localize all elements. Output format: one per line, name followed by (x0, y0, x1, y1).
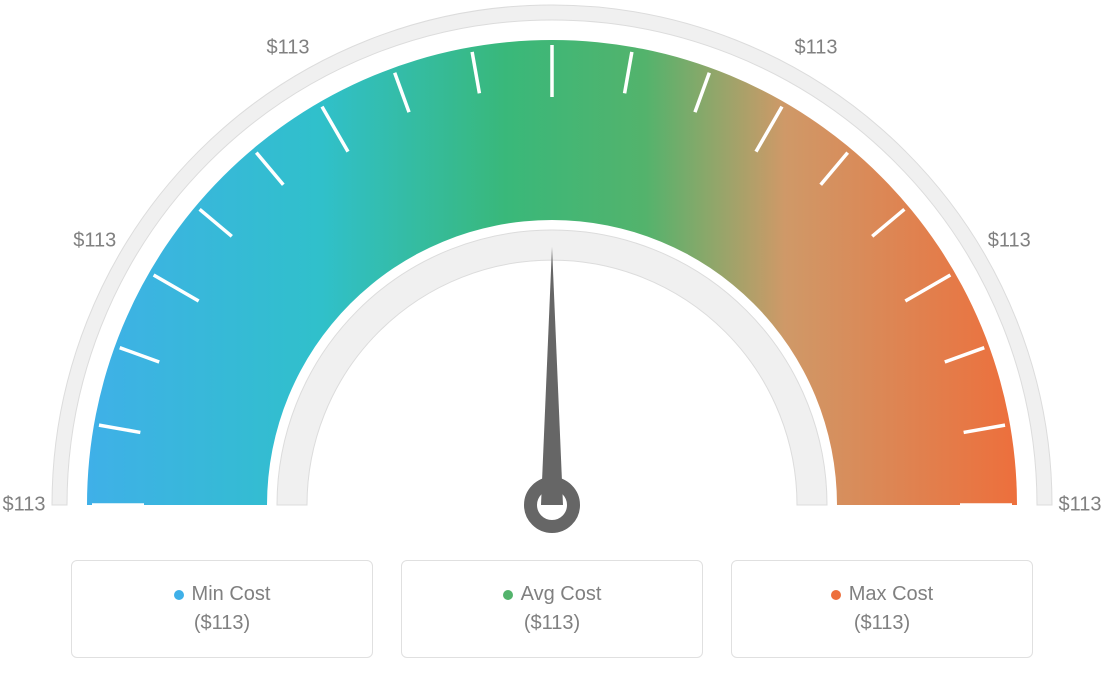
legend-value-min: ($113) (194, 612, 250, 635)
gauge-chart: $113$113$113$113$113$113$113 (0, 0, 1104, 560)
legend-card-max: Max Cost ($113) (731, 560, 1033, 658)
legend-dot-max (831, 590, 841, 600)
gauge-tick-label: $113 (794, 36, 837, 59)
gauge-tick-label: $113 (73, 230, 116, 253)
legend-dot-min (174, 590, 184, 600)
legend-value-max: ($113) (854, 612, 910, 635)
gauge-tick-label: $113 (988, 230, 1031, 253)
legend-label-max: Max Cost (831, 583, 933, 606)
legend-card-min: Min Cost ($113) (71, 560, 373, 658)
legend-label-min-text: Min Cost (192, 583, 271, 606)
gauge-tick-label: $113 (266, 36, 309, 59)
gauge-tick-label: $113 (1058, 494, 1101, 517)
legend-label-min: Min Cost (174, 583, 271, 606)
legend-label-max-text: Max Cost (849, 583, 933, 606)
legend-card-avg: Avg Cost ($113) (401, 560, 703, 658)
legend-label-avg: Avg Cost (503, 583, 602, 606)
legend-label-avg-text: Avg Cost (521, 583, 602, 606)
legend-row: Min Cost ($113) Avg Cost ($113) Max Cost… (0, 560, 1104, 658)
legend-value-avg: ($113) (524, 612, 580, 635)
gauge-svg (0, 0, 1104, 560)
legend-dot-avg (503, 590, 513, 600)
gauge-tick-label: $113 (2, 494, 45, 517)
